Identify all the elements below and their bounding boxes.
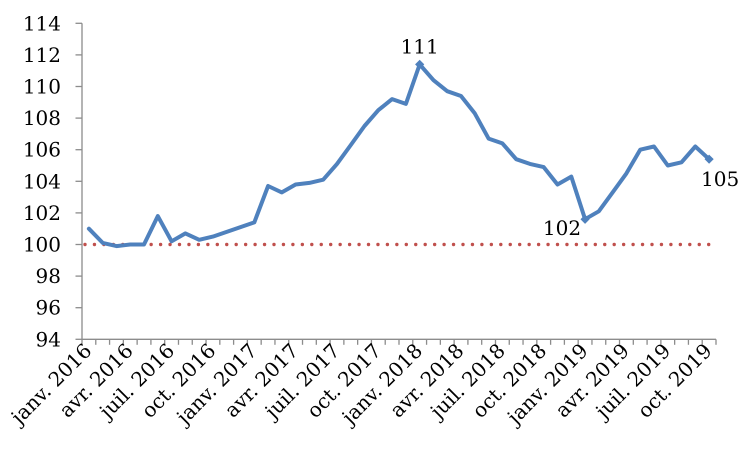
y-tick-label: 94 xyxy=(36,327,61,351)
marker-diamond xyxy=(580,214,590,224)
y-tick-label: 104 xyxy=(23,169,61,193)
y-tick-label: 114 xyxy=(23,11,61,35)
data-point-label: 102 xyxy=(543,216,581,240)
data-line xyxy=(86,62,712,249)
y-tick-label: 102 xyxy=(23,201,61,225)
y-tick-label: 108 xyxy=(23,106,61,130)
y-tick-label: 100 xyxy=(23,233,61,257)
y-tick-label: 110 xyxy=(23,75,61,99)
marker-diamond xyxy=(704,154,714,164)
y-tick-label: 106 xyxy=(23,138,61,162)
y-tick-label: 112 xyxy=(23,43,61,67)
marker-diamond xyxy=(415,59,425,69)
data-point-label: 105 xyxy=(701,167,739,191)
y-tick-label: 96 xyxy=(36,296,61,320)
y-tick-label: 98 xyxy=(36,264,61,288)
data-point-label: 111 xyxy=(401,34,439,58)
